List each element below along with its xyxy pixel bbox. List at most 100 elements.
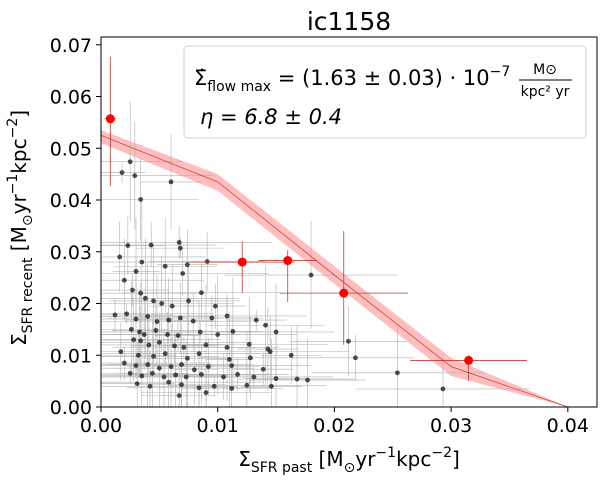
data-point [184,262,190,268]
data-point [166,317,172,323]
data-point [175,333,181,338]
data-point [162,351,168,357]
data-point [162,263,168,269]
y-tick-label: 0.00 [50,397,92,419]
data-point [124,311,130,317]
data-point [118,349,124,355]
x-tick-label: 0.01 [197,415,239,437]
annotation-line1: Σ̇flow max = (1.63 ± 0.03) · 10−7 [194,64,510,95]
data-point [196,351,202,357]
x-tick-label: 0.03 [430,415,472,437]
data-point [135,352,141,358]
y-label-sub: SFR recent [20,257,36,333]
data-point [166,379,172,385]
data-point [145,362,151,367]
data-point [169,303,175,309]
data-point [191,367,197,373]
data-point [165,332,170,337]
data-point [173,372,179,378]
data-point [138,338,144,344]
binned-point [283,256,293,266]
data-point [133,316,139,322]
data-point [156,339,162,345]
x-label-exp2: −2 [431,445,452,461]
data-point [132,173,138,179]
data-point [203,390,209,395]
annotation-frac-num: M⊙ [533,62,557,78]
data-point [235,371,240,377]
data-point [153,328,159,333]
data-point [203,342,209,348]
chart-title: ic1158 [307,7,391,36]
binned-point [464,355,474,365]
data-point [146,342,152,348]
data-point [230,329,236,334]
x-label-exp1: −1 [375,445,396,461]
data-point [149,370,155,376]
data-point [137,329,142,335]
binned-point [237,257,247,267]
data-point [133,269,139,274]
data-point [226,356,232,362]
data-point [159,301,165,306]
data-point [128,326,134,332]
data-points-group [112,159,446,399]
binned-points-group [104,56,527,382]
plot-frame [100,36,598,408]
data-point [168,179,174,185]
data-point [142,295,148,301]
data-point [196,385,202,391]
annotation-sub: flow max [207,79,271,95]
x-tick-label: 0.02 [313,415,355,437]
y-tick-label: 0.06 [50,87,92,109]
x-tick-label: 0.04 [547,415,589,437]
data-point [440,386,446,392]
data-point [125,243,131,248]
x-label-units: [M [312,447,343,471]
binned-point [339,288,349,298]
x-tick-label: 0.00 [80,415,122,437]
data-point [180,271,186,276]
data-point [204,259,210,264]
data-point [131,337,137,343]
data-point [184,355,190,361]
data-point [198,290,204,296]
annotation-exp: −7 [490,64,511,80]
data-point [179,382,184,388]
annotation-box [183,45,587,139]
data-point [121,360,127,366]
fit-line [100,134,568,408]
data-point [395,370,400,376]
data-point [209,315,215,321]
data-point [288,352,294,358]
y-tick-label: 0.07 [50,35,92,57]
fit-band [101,130,568,407]
y-label-sun: ⊙ [20,214,36,226]
data-point [138,197,144,202]
data-point [148,242,154,248]
data-point [127,370,133,376]
data-point [215,332,221,337]
data-point [138,290,144,296]
data-point [253,317,259,323]
data-point [130,287,135,293]
data-point [112,312,118,318]
x-label-sub: SFR past [251,460,313,476]
y-axis-label: ΣSFR recent [M⊙yr−1kpc−2] [5,110,36,346]
data-point [260,366,266,372]
y-tick-label: 0.05 [50,138,92,160]
data-point [127,159,133,165]
data-point [251,374,257,380]
data-point [305,377,310,383]
data-point [133,363,139,369]
y-tick-label: 0.01 [50,345,92,367]
data-point [139,373,145,379]
data-point [221,374,226,380]
data-point [117,254,123,260]
data-point [134,381,140,387]
data-point [119,170,125,175]
y-label-sigma: Σ [7,333,31,346]
data-point [246,341,252,347]
data-point [244,382,250,388]
data-point [183,374,189,380]
